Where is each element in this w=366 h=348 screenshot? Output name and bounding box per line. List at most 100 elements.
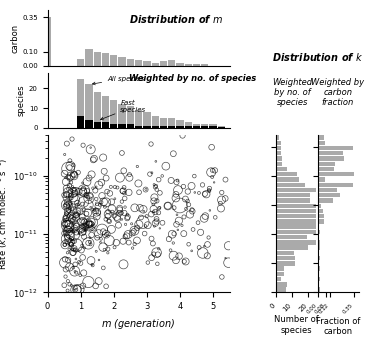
Point	[212, 215, 218, 220]
Point	[73, 189, 79, 194]
Point	[86, 279, 92, 285]
Point	[96, 210, 101, 216]
Point	[68, 180, 74, 185]
Point	[70, 239, 76, 244]
Point	[62, 218, 68, 224]
Point	[148, 141, 154, 147]
Point	[100, 229, 106, 235]
Point	[188, 183, 194, 189]
X-axis label: Fraction of
carbon: Fraction of carbon	[316, 317, 361, 337]
Point	[144, 213, 150, 219]
Text: Weighted by
carbon
fraction: Weighted by carbon fraction	[311, 78, 365, 108]
Point	[67, 233, 72, 239]
Point	[74, 230, 79, 236]
Point	[89, 262, 95, 267]
Bar	[276, 256, 295, 260]
Point	[78, 247, 84, 253]
Point	[89, 223, 95, 229]
Point	[69, 218, 75, 223]
Point	[182, 259, 187, 264]
Point	[122, 210, 127, 216]
Bar	[318, 182, 353, 187]
Point	[72, 268, 78, 274]
Point	[79, 214, 85, 220]
Point	[90, 207, 96, 212]
Bar	[276, 198, 310, 203]
Bar	[318, 235, 319, 239]
Point	[108, 184, 114, 190]
Point	[196, 245, 202, 250]
Point	[138, 215, 144, 220]
Point	[63, 267, 69, 272]
Point	[86, 196, 92, 201]
Bar	[318, 214, 324, 219]
Point	[207, 208, 213, 213]
Point	[103, 199, 109, 205]
Point	[72, 246, 78, 252]
Point	[154, 219, 160, 224]
Bar	[318, 282, 319, 287]
Point	[93, 196, 99, 202]
Point	[112, 245, 117, 250]
Point	[205, 242, 210, 247]
Point	[154, 216, 160, 222]
Point	[64, 208, 70, 214]
Point	[73, 222, 79, 227]
Bar	[318, 277, 320, 282]
Point	[109, 206, 115, 212]
Point	[131, 228, 137, 234]
Bar	[160, 61, 167, 65]
Point	[174, 212, 180, 218]
Point	[87, 223, 93, 229]
Bar	[201, 126, 208, 128]
Point	[151, 182, 157, 187]
Point	[89, 220, 95, 225]
Point	[149, 211, 154, 217]
Point	[75, 248, 81, 253]
Point	[153, 220, 158, 226]
Point	[206, 187, 212, 193]
Point	[185, 198, 191, 204]
Point	[88, 204, 94, 210]
Point	[68, 203, 74, 208]
Point	[120, 188, 126, 194]
Point	[217, 200, 223, 206]
Point	[98, 236, 104, 242]
Point	[114, 211, 120, 216]
Point	[61, 192, 67, 198]
Point	[71, 191, 77, 196]
Point	[74, 203, 79, 208]
Point	[61, 171, 67, 176]
Point	[71, 215, 77, 221]
Point	[70, 243, 75, 249]
Point	[64, 234, 70, 240]
Point	[202, 191, 208, 197]
Point	[92, 207, 98, 213]
Point	[171, 151, 176, 157]
Point	[62, 242, 68, 247]
Point	[65, 278, 71, 284]
Point	[82, 224, 88, 230]
Point	[204, 253, 210, 259]
Point	[74, 209, 80, 214]
Point	[73, 287, 79, 293]
Point	[68, 240, 74, 245]
Point	[175, 178, 180, 183]
Point	[117, 205, 123, 211]
Point	[183, 196, 188, 202]
Point	[67, 224, 73, 230]
Point	[209, 168, 215, 173]
Bar	[135, 126, 142, 128]
Point	[72, 187, 78, 192]
Point	[72, 285, 78, 290]
Point	[103, 284, 109, 289]
Bar	[127, 106, 134, 128]
Bar	[160, 126, 167, 128]
Point	[94, 235, 100, 240]
Point	[71, 207, 76, 213]
Point	[132, 241, 138, 247]
Point	[87, 242, 93, 247]
Point	[76, 259, 82, 265]
Point	[124, 215, 130, 221]
Bar	[143, 61, 150, 65]
